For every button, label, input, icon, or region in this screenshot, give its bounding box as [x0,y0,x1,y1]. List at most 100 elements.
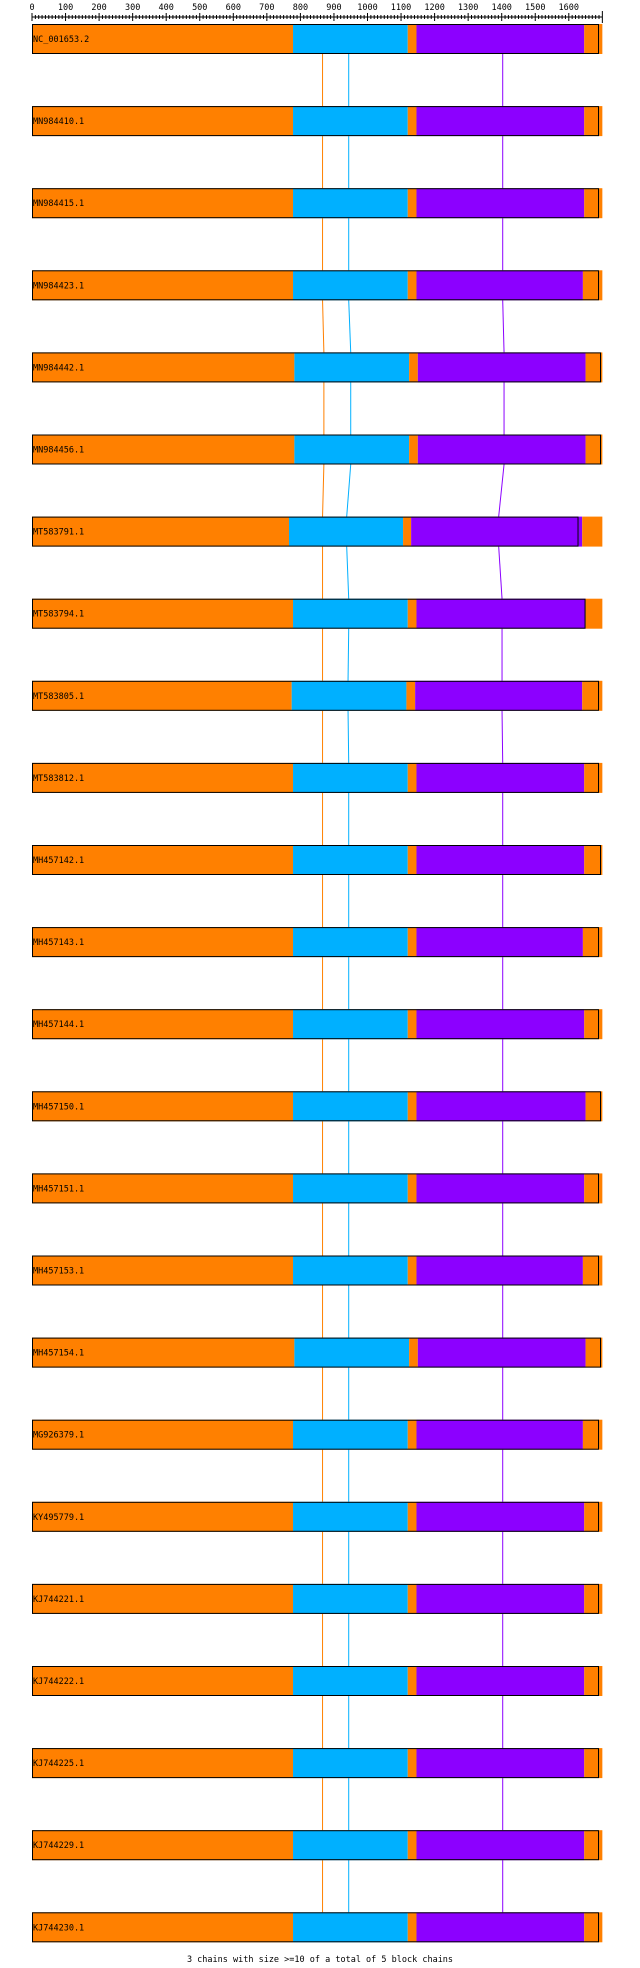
block-segment-orange [407,762,417,793]
block-segment-orange [407,270,417,301]
block-segment-orange [32,1337,295,1368]
axis-tick-label: 1000 [357,3,377,13]
block-segment-purple [416,188,585,219]
chain-link-purple [498,464,505,517]
sequence-row: KY495779.1 [32,1501,603,1532]
sequence-outline [32,1748,599,1779]
block-segment-orange [407,1009,417,1040]
block-segment-purple [416,1419,583,1450]
block-segment-orange [584,1748,603,1779]
sequence-label: KJ744230.1 [33,1923,84,1933]
block-segment-orange [407,24,417,54]
sequence-outline [32,1666,599,1696]
sequence-row: KJ744225.1 [32,1748,603,1779]
block-segment-purple [416,1009,585,1040]
sequence-label: MN984415.1 [33,199,84,209]
sequence-outline [32,845,602,875]
sequence-row: MH457143.1 [32,927,603,958]
block-segment-orange [407,1419,417,1450]
block-segment-orange [32,1583,294,1614]
block-segment-orange [32,270,294,301]
block-segment-orange [407,1173,417,1204]
block-segment-orange [32,762,294,793]
chain-link-purple [501,710,504,763]
sequence-label: MN984442.1 [33,363,84,373]
block-segment-blue [293,1501,408,1532]
sequence-row: MG926379.1 [32,1419,603,1450]
sequence-label: MG926379.1 [33,1431,84,1441]
block-segment-blue [293,1748,408,1779]
block-segment-purple [417,352,586,383]
block-segment-orange [585,598,603,629]
block-segment-orange [32,188,294,219]
block-segment-orange [403,516,412,547]
sequence-outline [32,352,602,383]
block-segment-purple [416,1173,585,1204]
sequence-label: MN984423.1 [33,281,84,291]
chain-link-blue [346,546,350,599]
block-segment-purple [416,927,583,958]
chain-links [322,54,505,1913]
block-segment-purple [416,1666,585,1696]
axis-tick-label: 1200 [424,3,444,13]
block-segment-purple [416,1748,585,1779]
block-segment-orange [409,1337,418,1368]
block-segment-orange [407,1748,417,1779]
block-segment-blue [293,762,408,793]
chain-link-purple [502,300,505,353]
block-segment-orange [32,106,294,137]
sequence-label: MT583791.1 [33,528,84,538]
sequence-label: MH457144.1 [33,1020,84,1030]
sequence-outline [32,1337,602,1368]
block-segment-orange [584,1830,603,1861]
sequence-label: MH457151.1 [33,1184,84,1194]
block-segment-orange [32,1830,294,1861]
sequence-outline [32,680,599,711]
block-segment-purple [417,1337,586,1368]
block-segment-blue [293,1830,408,1861]
axis-tick-label: 900 [326,3,341,13]
block-segment-orange [584,845,603,875]
sequence-outline [32,1501,599,1532]
block-segment-blue [293,106,408,137]
block-segment-orange [582,927,603,958]
block-segment-blue [293,1419,408,1450]
block-segment-orange [582,680,603,711]
block-segment-orange [584,1583,603,1614]
sequence-outline [32,106,599,137]
block-segment-blue [294,434,410,465]
block-segment-blue [293,1255,408,1286]
block-segment-blue [293,1583,408,1614]
ruler-axis: 0 100 200 300 400 500 600 700 800 900 1000 1100 1200… [29,3,603,23]
sequence-row: MT583812.1 [32,762,603,793]
sequence-row: MN984410.1 [32,106,603,137]
sequence-row: MN984456.1 [32,434,603,465]
sequence-label: KJ744229.1 [33,1841,84,1851]
block-segment-blue [288,516,404,547]
block-segment-orange [407,1666,417,1696]
block-segment-blue [294,352,410,383]
sequence-row: MT583791.1 [32,516,603,547]
sequence-label: KJ744225.1 [33,1759,84,1769]
sequence-outline [32,24,599,54]
block-segment-orange [32,1419,294,1450]
block-segment-orange [582,516,603,547]
block-segment-orange [407,1501,417,1532]
block-segment-purple [416,598,586,629]
axis-tick-label: 300 [125,3,140,13]
block-segment-blue [293,1091,408,1122]
block-segment-purple [416,1912,585,1943]
sequence-outline [32,1583,599,1614]
block-segment-orange [32,1009,294,1040]
block-segment-blue [293,845,408,875]
block-segment-orange [32,516,289,547]
block-segment-orange [32,24,294,54]
axis-tick-label: 100 [58,3,73,13]
sequence-label: MH457142.1 [33,856,84,866]
sequence-label: MT583794.1 [33,610,84,620]
block-segment-purple [416,1583,585,1614]
sequence-row: MH457150.1 [32,1091,603,1122]
block-segment-orange [584,1173,603,1204]
block-segment-purple [578,516,583,547]
